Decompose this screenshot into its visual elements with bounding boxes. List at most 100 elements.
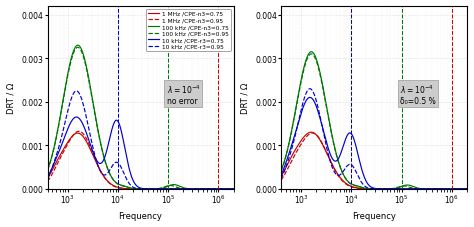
100 kHz /CPE-n3=0.75 (133, 188, 139, 190)
10 kHz /CPE-r3=0.75 (464, 188, 470, 190)
1 MHz /CPE-n3=0.95 (133, 188, 139, 190)
Line: 100 kHz /CPE-n3=0.95: 100 kHz /CPE-n3=0.95 (47, 48, 234, 189)
100 kHz /CPE-n3=0.75 (366, 188, 372, 190)
1 MHz /CPE-n3=0.95 (278, 179, 284, 182)
10 kHz /CPE-r3=0.75 (413, 188, 419, 190)
10 kHz /CPE-r3=0.95 (73, 90, 79, 93)
1 MHz /CPE-n3=0.95 (123, 188, 128, 190)
100 kHz /CPE-n3=0.95 (231, 188, 237, 190)
Line: 10 kHz /CPE-r3=0.95: 10 kHz /CPE-r3=0.95 (47, 91, 234, 189)
1 MHz /CPE-n3=0.75 (180, 188, 185, 190)
1 MHz /CPE-n3=0.95 (124, 188, 130, 190)
100 kHz /CPE-n3=0.95 (358, 186, 364, 189)
10 kHz /CPE-r3=0.95 (464, 188, 470, 190)
Line: 10 kHz /CPE-r3=0.75: 10 kHz /CPE-r3=0.75 (281, 98, 467, 189)
10 kHz /CPE-r3=0.95 (123, 176, 128, 179)
1 MHz /CPE-n3=0.75 (75, 132, 81, 135)
10 kHz /CPE-r3=0.95 (45, 177, 50, 180)
Line: 100 kHz /CPE-n3=0.75: 100 kHz /CPE-n3=0.75 (47, 46, 234, 189)
100 kHz /CPE-n3=0.95 (75, 47, 81, 49)
1 MHz /CPE-n3=0.95 (449, 188, 455, 190)
10 kHz /CPE-r3=0.75 (123, 152, 128, 154)
1 MHz /CPE-n3=0.95 (76, 130, 82, 133)
10 kHz /CPE-r3=0.75 (45, 176, 50, 179)
10 kHz /CPE-r3=0.75 (216, 188, 221, 190)
10 kHz /CPE-r3=0.95 (413, 188, 419, 190)
100 kHz /CPE-n3=0.95 (356, 186, 362, 188)
100 kHz /CPE-n3=0.75 (449, 188, 455, 190)
100 kHz /CPE-n3=0.95 (464, 188, 470, 190)
Text: $λ=10^{-4}$
no error: $λ=10^{-4}$ no error (166, 83, 200, 106)
100 kHz /CPE-n3=0.95 (413, 188, 419, 190)
Legend: 1 MHz /CPE-n3=0.75, 1 MHz /CPE-n3=0.95, 100 kHz /CPE-n3=0.75, 100 kHz /CPE-n3=0.: 1 MHz /CPE-n3=0.75, 1 MHz /CPE-n3=0.95, … (146, 10, 231, 52)
100 kHz /CPE-n3=0.95 (45, 169, 50, 172)
100 kHz /CPE-n3=0.95 (225, 188, 231, 190)
X-axis label: Frequency: Frequency (352, 211, 396, 220)
1 MHz /CPE-n3=0.75 (366, 188, 372, 190)
100 kHz /CPE-n3=0.95 (133, 188, 139, 190)
10 kHz /CPE-r3=0.95 (307, 88, 313, 91)
1 MHz /CPE-n3=0.75 (225, 188, 231, 190)
100 kHz /CPE-n3=0.75 (278, 170, 284, 172)
Text: $λ=10^{-4}$
δ₀=0.5 %: $λ=10^{-4}$ δ₀=0.5 % (400, 83, 436, 106)
1 MHz /CPE-n3=0.75 (216, 188, 221, 190)
100 kHz /CPE-n3=0.95 (123, 186, 128, 188)
Y-axis label: DRT / Ω: DRT / Ω (7, 82, 16, 114)
100 kHz /CPE-n3=0.95 (449, 188, 455, 190)
10 kHz /CPE-r3=0.95 (180, 188, 185, 190)
100 kHz /CPE-n3=0.75 (45, 169, 50, 171)
10 kHz /CPE-r3=0.75 (307, 97, 313, 99)
Line: 1 MHz /CPE-n3=0.95: 1 MHz /CPE-n3=0.95 (281, 133, 467, 189)
1 MHz /CPE-n3=0.75 (123, 187, 128, 190)
100 kHz /CPE-n3=0.75 (231, 188, 237, 190)
1 MHz /CPE-n3=0.75 (464, 188, 470, 190)
10 kHz /CPE-r3=0.75 (180, 188, 185, 190)
10 kHz /CPE-r3=0.95 (225, 188, 231, 190)
10 kHz /CPE-r3=0.95 (231, 188, 237, 190)
10 kHz /CPE-r3=0.75 (449, 188, 455, 190)
100 kHz /CPE-n3=0.75 (216, 188, 221, 190)
Line: 100 kHz /CPE-n3=0.75: 100 kHz /CPE-n3=0.75 (281, 52, 467, 189)
100 kHz /CPE-n3=0.75 (225, 188, 231, 190)
100 kHz /CPE-n3=0.75 (464, 188, 470, 190)
100 kHz /CPE-n3=0.75 (358, 186, 364, 188)
10 kHz /CPE-r3=0.95 (356, 177, 362, 180)
Line: 10 kHz /CPE-r3=0.75: 10 kHz /CPE-r3=0.75 (47, 118, 234, 189)
Line: 1 MHz /CPE-n3=0.95: 1 MHz /CPE-n3=0.95 (47, 132, 234, 189)
10 kHz /CPE-r3=0.95 (278, 178, 284, 180)
Line: 10 kHz /CPE-r3=0.95: 10 kHz /CPE-r3=0.95 (281, 89, 467, 189)
10 kHz /CPE-r3=0.75 (124, 159, 130, 162)
1 MHz /CPE-n3=0.95 (413, 188, 419, 190)
10 kHz /CPE-r3=0.75 (133, 184, 139, 187)
1 MHz /CPE-n3=0.75 (308, 131, 314, 134)
100 kHz /CPE-n3=0.75 (309, 51, 314, 54)
10 kHz /CPE-r3=0.75 (458, 188, 464, 190)
1 MHz /CPE-n3=0.75 (133, 188, 139, 190)
10 kHz /CPE-r3=0.75 (366, 185, 372, 187)
1 MHz /CPE-n3=0.75 (45, 177, 50, 180)
100 kHz /CPE-n3=0.95 (458, 188, 464, 190)
1 MHz /CPE-n3=0.75 (458, 188, 464, 190)
1 MHz /CPE-n3=0.95 (225, 188, 231, 190)
100 kHz /CPE-n3=0.75 (180, 186, 185, 189)
100 kHz /CPE-n3=0.75 (123, 185, 128, 188)
100 kHz /CPE-n3=0.75 (124, 186, 130, 188)
1 MHz /CPE-n3=0.75 (231, 188, 237, 190)
1 MHz /CPE-n3=0.95 (358, 188, 364, 190)
10 kHz /CPE-r3=0.95 (216, 188, 221, 190)
10 kHz /CPE-r3=0.95 (358, 180, 364, 183)
100 kHz /CPE-n3=0.95 (309, 53, 314, 56)
Line: 1 MHz /CPE-n3=0.75: 1 MHz /CPE-n3=0.75 (47, 133, 234, 189)
Line: 100 kHz /CPE-n3=0.95: 100 kHz /CPE-n3=0.95 (281, 55, 467, 189)
10 kHz /CPE-r3=0.75 (358, 165, 364, 167)
1 MHz /CPE-n3=0.95 (366, 188, 372, 190)
10 kHz /CPE-r3=0.95 (449, 188, 455, 190)
1 MHz /CPE-n3=0.75 (356, 187, 362, 190)
100 kHz /CPE-n3=0.75 (458, 188, 464, 190)
1 MHz /CPE-n3=0.75 (124, 188, 130, 190)
10 kHz /CPE-r3=0.95 (366, 187, 372, 190)
10 kHz /CPE-r3=0.95 (124, 179, 130, 182)
100 kHz /CPE-n3=0.75 (413, 186, 419, 189)
100 kHz /CPE-n3=0.95 (278, 170, 284, 173)
100 kHz /CPE-n3=0.95 (124, 186, 130, 189)
